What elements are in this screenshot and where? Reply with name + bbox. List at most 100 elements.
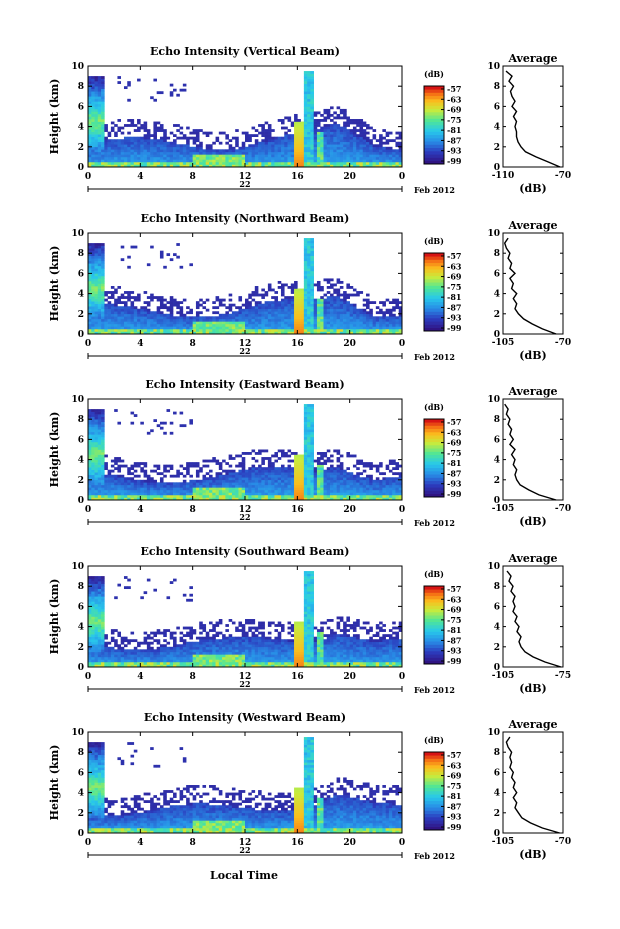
heatmap-cell: [176, 161, 180, 165]
heatmap-cell: [261, 497, 265, 501]
heatmap-cell: [130, 164, 135, 168]
heatmap-cell: [97, 467, 102, 470]
heatmap-cell: [316, 156, 321, 160]
heatmap-cell: [218, 474, 223, 478]
heatmap-cell: [313, 129, 318, 132]
heatmap-cell: [307, 293, 311, 297]
heatmap-cell: [156, 313, 161, 317]
heatmap-cell: [382, 156, 386, 160]
heatmap-cell: [218, 303, 223, 307]
heatmap-cell: [264, 457, 269, 460]
heatmap-cell: [313, 161, 318, 165]
heatmap-cell: [123, 86, 128, 90]
heatmap-cell: [300, 487, 305, 491]
heatmap-cell: [97, 409, 102, 412]
heatmap-cell: [336, 331, 341, 335]
heatmap-cell: [248, 487, 252, 491]
heatmap-cell: [114, 479, 118, 483]
colorbar-tick-label: -63: [447, 94, 462, 104]
heatmap-cell: [88, 159, 92, 163]
heatmap-cell: [133, 414, 138, 417]
heatmap-cell: [130, 311, 135, 315]
heatmap-cell: [310, 260, 314, 264]
heatmap-cell: [388, 469, 393, 473]
profile-y-tick-label: 0: [494, 163, 500, 173]
heatmap-cell: [287, 321, 292, 325]
heatmap-cell: [150, 161, 154, 165]
heatmap-cell: [127, 291, 131, 294]
heatmap-cell: [235, 479, 239, 483]
heatmap-cell: [88, 654, 92, 658]
heatmap-cell: [88, 124, 92, 127]
heatmap-cell: [146, 313, 151, 317]
heatmap-cell: [235, 474, 239, 478]
heatmap-cell: [110, 482, 115, 486]
heatmap-cell: [159, 306, 164, 310]
heatmap-cell: [199, 487, 203, 491]
heatmap-cell: [307, 129, 311, 132]
heatmap-cell: [336, 452, 341, 455]
heatmap-cell: [382, 146, 386, 150]
heatmap-cell: [97, 326, 102, 330]
heatmap-cell: [94, 291, 99, 294]
heatmap-cell: [297, 121, 301, 125]
heatmap-cell: [231, 494, 236, 498]
heatmap-cell: [163, 134, 167, 137]
heatmap-cell: [228, 474, 233, 478]
heatmap-cell: [166, 323, 171, 327]
heatmap-cell: [182, 328, 187, 332]
colorbar-unit: (dB): [424, 69, 444, 79]
heatmap-cell: [110, 164, 115, 168]
heatmap-cell: [287, 449, 292, 453]
heatmap-cell: [140, 494, 144, 498]
heatmap-cell: [258, 311, 262, 315]
heatmap-cell: [101, 278, 105, 282]
heatmap-cell: [238, 308, 243, 312]
heatmap-cell: [94, 154, 99, 158]
heatmap-cell: [359, 459, 364, 463]
heatmap-cell: [97, 661, 102, 665]
heatmap-cell: [169, 303, 174, 307]
colorbar-segment: [424, 86, 444, 90]
heatmap-cell: [284, 326, 288, 330]
heatmap-cell: [97, 313, 102, 317]
heatmap-cell: [205, 134, 210, 137]
heatmap-cell: [238, 318, 243, 322]
heatmap-cell: [88, 492, 92, 496]
heatmap-cell: [91, 598, 95, 602]
heatmap-cell: [323, 474, 328, 478]
heatmap-cell: [88, 616, 92, 620]
profile-y-tick-label: 0: [494, 496, 500, 506]
heatmap-cell: [117, 494, 122, 498]
heatmap-cell: [326, 116, 331, 120]
heatmap-cell: [215, 328, 220, 332]
heatmap-cell: [330, 278, 334, 282]
heatmap-cell: [159, 303, 164, 307]
heatmap-cell: [343, 477, 347, 481]
heatmap-cell: [146, 131, 151, 135]
heatmap-cell: [343, 116, 347, 120]
heatmap-cell: [159, 421, 164, 425]
heatmap-cell: [231, 321, 236, 325]
heatmap-cell: [202, 159, 207, 163]
heatmap-cell: [225, 136, 229, 140]
colorbar-segment: [424, 151, 444, 155]
heatmap-cell: [169, 146, 174, 150]
heatmap-cell: [110, 318, 115, 322]
heatmap-cell: [153, 296, 157, 299]
heatmap-cell: [379, 494, 383, 498]
heatmap-cell: [97, 308, 102, 312]
heatmap-cell: [143, 482, 148, 486]
heatmap-cell: [231, 149, 236, 153]
heatmap-cell: [88, 316, 92, 320]
heatmap-cell: [225, 497, 229, 501]
heatmap-cell: [228, 482, 233, 486]
heatmap-cell: [235, 151, 239, 155]
heatmap-cell: [228, 489, 233, 493]
heatmap-cell: [192, 141, 197, 145]
heatmap-cell: [88, 596, 92, 600]
heatmap-cell: [310, 161, 314, 165]
heatmap-cell: [303, 161, 308, 165]
heatmap-cell: [176, 484, 180, 488]
heatmap-cell: [91, 472, 95, 476]
